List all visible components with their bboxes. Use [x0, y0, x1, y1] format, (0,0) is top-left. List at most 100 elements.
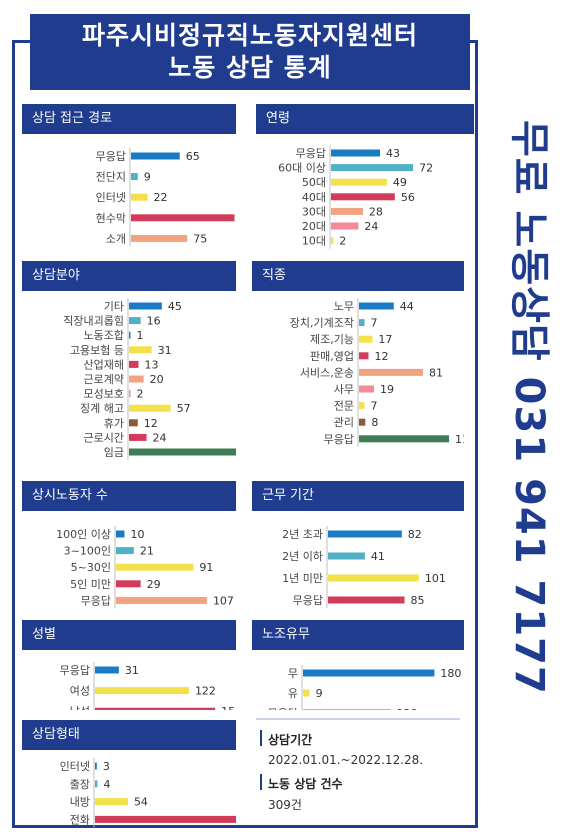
value-label: 9: [144, 171, 151, 184]
bar: [328, 530, 402, 538]
value-label: 81: [429, 366, 443, 379]
value-label: 54: [134, 796, 148, 809]
bar: [359, 335, 373, 343]
bar: [359, 302, 394, 310]
bar: [331, 149, 381, 157]
category-label: 내방: [70, 796, 90, 809]
value-label: 4: [103, 778, 110, 791]
chart-title: 상담형태: [22, 720, 236, 750]
chart-panel-type: 상담형태인터넷3출장4내방54전화248: [22, 720, 236, 828]
category-label: 100인 이상: [56, 528, 111, 541]
value-label: 22: [154, 191, 168, 204]
category-label: 여성: [70, 685, 90, 698]
value-label: 82: [408, 528, 422, 541]
bar: [303, 689, 310, 697]
category-label: 3~100인: [64, 545, 111, 558]
category-label: 휴가: [104, 417, 124, 430]
value-label: 41: [371, 550, 385, 563]
value-label: 7: [371, 400, 378, 413]
bar: [131, 234, 188, 242]
chart-title: 노조유무: [252, 620, 464, 650]
info-marker: [260, 730, 262, 746]
bar: [129, 404, 171, 412]
value-label: 10: [131, 528, 145, 541]
value-label: 2: [137, 388, 144, 401]
bar: [129, 302, 162, 310]
chart-panel-tenure: 근무 기간 2년 초과 82 2년 이하 41 1년 미만 101 무응답 85: [252, 481, 464, 609]
chart-panel-field: 상담분야 기타 45 직장내괴롭힘 16 노동조합 1 고용보험 등 31 산업재해 13 근로계약 2…: [22, 261, 236, 471]
value-label: 156: [221, 705, 236, 710]
category-label: 무응답: [60, 664, 90, 677]
value-label: 7: [371, 317, 378, 330]
bar: [359, 418, 366, 426]
value-label: 1: [137, 329, 144, 342]
category-label: 40대: [302, 191, 326, 204]
bar: [359, 352, 369, 360]
bar: [331, 237, 334, 245]
chart-title: 근무 기간: [252, 481, 464, 511]
bar: [331, 207, 363, 215]
chart-title: 직종: [252, 261, 464, 291]
category-label: 2년 초과: [282, 528, 323, 541]
category-label: 2년 이하: [282, 549, 323, 563]
category-label: 징계 해고: [80, 401, 124, 415]
chart-title: 상담 접근 경로: [22, 104, 236, 134]
chart-panel-age: 연령 무응답 43 60대 이상 72 50대 49 40대 56 30대 28 20대 24 10대 2: [256, 104, 474, 252]
bar: [328, 574, 419, 582]
category-label: 출장: [70, 778, 90, 791]
bar: [331, 222, 359, 230]
value-label: 56: [401, 191, 415, 204]
value-label: 91: [199, 561, 213, 574]
value-label: 180: [440, 667, 461, 680]
bar: [129, 346, 152, 354]
bar-chart-gender: 무응답 31 여성 122 남성 156: [60, 662, 236, 710]
category-label: 5인 미만: [70, 578, 111, 591]
bar: [116, 563, 194, 571]
category-label: 근로계약: [84, 372, 124, 386]
category-label: 무: [288, 667, 298, 680]
value-label: 9: [316, 687, 323, 700]
category-label: 남성: [70, 705, 90, 710]
bar: [331, 178, 387, 186]
value-label: 2: [339, 235, 346, 248]
bar-chart-age: 무응답 43 60대 이상 72 50대 49 40대 56 30대 28 20대 24 10대 2: [278, 145, 433, 249]
bar: [95, 666, 119, 674]
category-label: 전화: [70, 813, 90, 826]
bar: [131, 152, 180, 160]
bar: [359, 435, 450, 443]
category-label: 무응답: [96, 150, 126, 163]
value-label: 45: [168, 300, 182, 313]
bar: [331, 164, 414, 172]
category-label: 서비스,운송: [300, 366, 354, 379]
category-label: 무응답: [296, 147, 326, 160]
bar-chart-union: 무 180 유 9 무응답 120: [268, 665, 461, 710]
bar: [129, 360, 139, 368]
category-label: 장치,기계조작: [290, 317, 354, 330]
count-label: 노동 상담 건수: [268, 777, 343, 791]
value-label: 57: [177, 402, 191, 415]
value-label: 122: [195, 685, 216, 698]
chart-panel-job: 직종 노무 44 장치,기계조작 7 제조,기능 17 판매,영업 12 서비스,운송 81 사무 19…: [252, 261, 464, 471]
bar: [95, 780, 98, 788]
value-label: 107: [213, 594, 234, 607]
count-value: 309건: [268, 798, 302, 812]
bar: [116, 530, 125, 538]
value-label: 21: [140, 545, 154, 558]
value-label: 114: [455, 433, 464, 446]
category-label: 30대: [302, 205, 326, 218]
chart-title: 상시노동자 수: [22, 481, 236, 511]
category-label: 모성보호: [84, 388, 124, 401]
title-banner: 파주시비정규직노동자지원센터 노동 상담 통계: [30, 14, 470, 90]
category-label: 노무: [334, 300, 354, 313]
category-label: 현수막: [96, 212, 126, 225]
category-label: 직장내괴롭힘: [63, 315, 124, 328]
bar: [328, 596, 405, 604]
side-banner: 무료 노동상담 031 941 7177: [486, 120, 572, 740]
bar-chart-job: 노무 44 장치,기계조작 7 제조,기능 17 판매,영업 12 서비스,운송 81 사무 19 전문…: [290, 298, 464, 447]
value-label: 44: [400, 300, 414, 313]
bar: [116, 547, 134, 555]
bar: [116, 580, 141, 588]
category-label: 전단지: [96, 171, 126, 184]
